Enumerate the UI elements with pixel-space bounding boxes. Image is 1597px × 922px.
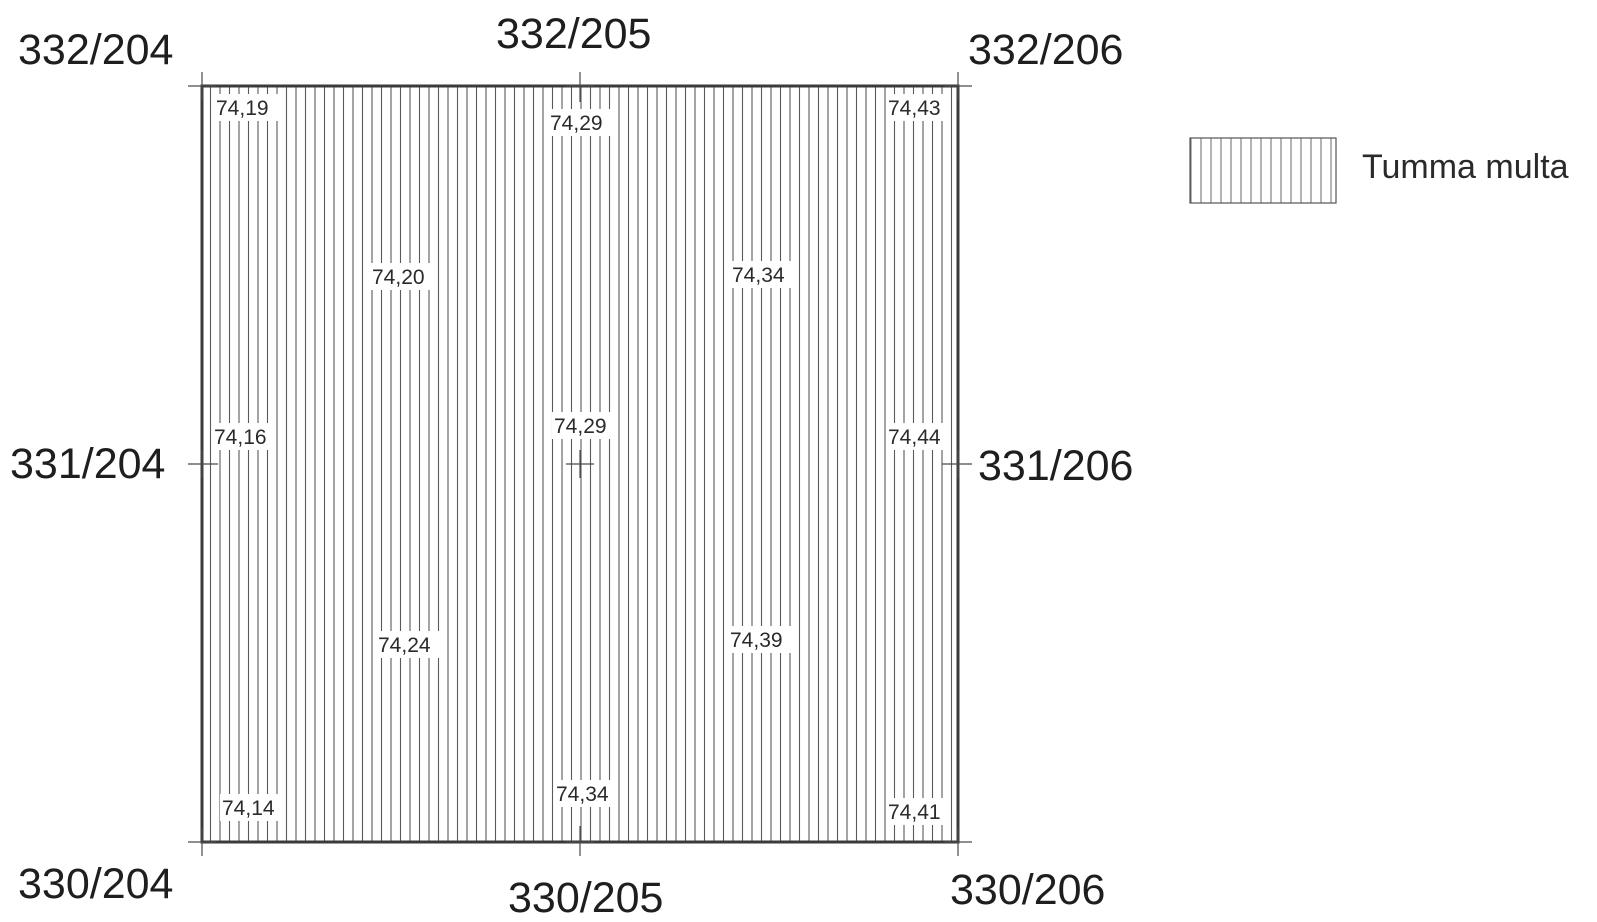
- elevation-top-center: 74,29: [550, 112, 603, 135]
- elevation-bottom-right: 74,41: [888, 801, 941, 824]
- elevation-labels: 74,19 74,29 74,43 74,20 74,34 74,16 74,2…: [212, 94, 950, 825]
- grid-cross-markers: [188, 72, 972, 856]
- elevation-middle-left: 74,16: [214, 426, 267, 449]
- elevation-bottom-center: 74,34: [556, 783, 609, 806]
- legend-label: Tumma multa: [1362, 148, 1569, 186]
- elevation-middle-right: 74,44: [888, 426, 941, 449]
- coord-label-bottom-left: 330/204: [18, 860, 173, 908]
- elevation-top-left: 74,19: [216, 97, 269, 120]
- elevation-center: 74,29: [554, 415, 607, 438]
- legend-swatch: [1189, 137, 1337, 204]
- elevation-bottom-left: 74,14: [222, 797, 275, 820]
- legend: Tumma multa: [1189, 137, 1569, 204]
- coord-label-middle-left: 331/204: [10, 440, 165, 488]
- coord-label-bottom-right: 330/206: [950, 866, 1105, 914]
- coord-label-bottom-center: 330/205: [508, 874, 663, 922]
- elevation-lower-right: 74,39: [730, 629, 783, 652]
- coord-label-top-right: 332/206: [968, 26, 1123, 74]
- elevation-upper-left: 74,20: [372, 266, 425, 289]
- coord-label-top-center: 332/205: [496, 10, 651, 58]
- elevation-lower-left: 74,24: [378, 634, 431, 657]
- coord-label-middle-right: 331/206: [978, 442, 1133, 490]
- coord-label-top-left: 332/204: [18, 26, 173, 74]
- elevation-upper-right: 74,34: [732, 264, 785, 287]
- elevation-top-right: 74,43: [888, 97, 941, 120]
